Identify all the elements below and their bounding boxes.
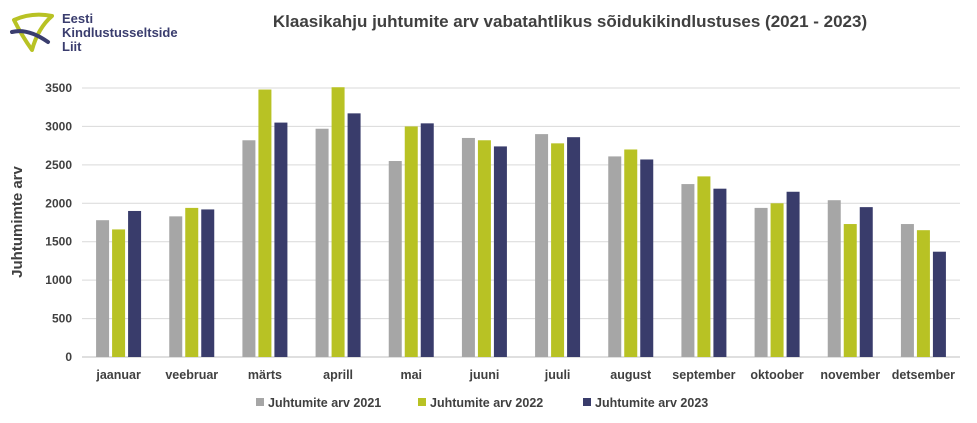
legend-swatch [418,398,426,406]
bar [713,188,727,357]
bars [96,87,946,358]
legend-label: Juhtumite arv 2022 [430,396,543,410]
logo-emblem-icon [10,12,54,52]
bar [786,191,800,357]
bar [640,159,654,357]
x-tick-label: mai [400,368,422,382]
organization-name-line-2: Kindlustusseltside [62,25,178,40]
x-axis-ticks: jaanuar veebruar märts aprill mai juuni juuli a… [95,368,955,382]
bar [916,230,930,357]
legend-swatch [583,398,591,406]
legend-item: Juhtumite arv 2022 [418,396,543,410]
x-tick-label: juuni [468,368,499,382]
bar [201,209,215,357]
bar [242,140,256,357]
bar [932,251,946,357]
x-tick-label: detsember [892,368,955,382]
x-tick-label: aprill [323,368,353,382]
y-tick-label: 1500 [45,235,72,249]
y-tick-label: 3500 [45,81,72,95]
bar [404,126,418,357]
bar [388,161,402,357]
bar [274,122,288,357]
x-tick-label: juuli [544,368,571,382]
x-tick-label: november [820,368,880,382]
bar [477,140,491,357]
bar [754,207,768,357]
chart-title: Klaasikahju juhtumite arv vabatahtlikus … [273,12,867,31]
organization-name-line-3: Liit [62,39,82,54]
bar [128,210,142,357]
legend-label: Juhtumite arv 2021 [268,396,381,410]
bar [859,207,873,357]
bar [624,149,638,357]
bar [551,143,565,357]
y-tick-label: 500 [52,312,72,326]
legend-item: Juhtumite arv 2021 [256,396,381,410]
bar [567,137,581,357]
x-tick-label: oktoober [750,368,804,382]
x-tick-label: september [672,368,735,382]
bar [258,89,272,357]
y-tick-label: 0 [65,350,72,364]
x-tick-label: jaanuar [95,368,141,382]
y-axis-label: Juhtumimte arv [9,165,26,277]
y-axis-ticks: 0 500 1000 1500 2000 2500 3000 3500 [45,81,72,364]
bar [843,224,857,357]
bar [315,128,329,357]
y-tick-label: 1000 [45,273,72,287]
x-tick-label: august [610,368,652,382]
bar [185,207,199,357]
gridlines [82,87,960,358]
bar [770,203,784,357]
x-tick-label: märts [248,368,282,382]
bar [347,113,361,357]
bar [900,224,914,357]
bar [827,200,841,357]
bar [96,220,110,357]
legend-swatch [256,398,264,406]
y-tick-label: 2500 [45,158,72,172]
bar [169,216,183,357]
bar [493,146,507,357]
bar [681,184,695,357]
legend-item: Juhtumite arv 2023 [583,396,708,410]
legend: Juhtumite arv 2021 Juhtumite arv 2022 Juht… [256,396,708,410]
organization-logo: Eesti Kindlustusseltside Liit [8,6,198,58]
legend-label: Juhtumite arv 2023 [595,396,708,410]
bar [461,137,475,357]
bar [697,176,711,357]
bar [535,134,549,357]
bar [420,123,434,358]
bar [331,87,345,357]
x-tick-label: veebruar [165,368,218,382]
bar [112,229,126,357]
organization-name-line-1: Eesti [62,11,94,26]
y-tick-label: 2000 [45,196,72,210]
y-tick-label: 3000 [45,119,72,133]
bar [608,156,622,357]
organization-name: Eesti Kindlustusseltside Liit [62,12,178,54]
